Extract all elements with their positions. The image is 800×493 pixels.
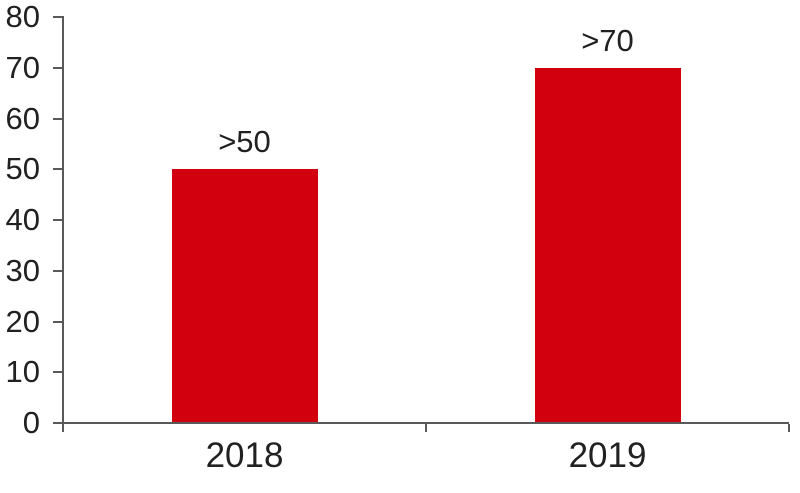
x-axis-line xyxy=(62,422,789,424)
x-tick xyxy=(425,424,427,432)
y-tick-label: 70 xyxy=(5,49,40,85)
y-tick xyxy=(53,66,62,69)
y-tick xyxy=(53,117,62,120)
y-tick-label: 10 xyxy=(5,354,40,390)
bar xyxy=(171,169,318,422)
y-tick xyxy=(53,168,62,171)
y-tick xyxy=(53,320,62,323)
x-tick xyxy=(788,424,790,432)
y-tick-label: 50 xyxy=(5,151,40,187)
x-category-label: 2018 xyxy=(205,436,284,475)
y-tick-label: 60 xyxy=(5,100,40,136)
y-tick xyxy=(53,422,62,424)
bar-value-label: >70 xyxy=(581,22,634,58)
y-tick xyxy=(53,219,62,221)
x-tick xyxy=(62,424,64,432)
y-tick xyxy=(53,371,62,374)
y-tick xyxy=(53,16,62,18)
x-category-label: 2019 xyxy=(568,436,647,475)
y-tick-label: 80 xyxy=(5,0,40,34)
y-tick xyxy=(53,269,62,272)
y-tick-label: 30 xyxy=(5,252,40,288)
y-axis-line xyxy=(62,16,64,431)
y-tick-label: 40 xyxy=(5,202,40,237)
bar xyxy=(534,67,681,422)
bar-value-label: >50 xyxy=(218,124,271,160)
y-tick-label: 0 xyxy=(22,405,40,440)
y-tick-label: 20 xyxy=(5,303,40,339)
